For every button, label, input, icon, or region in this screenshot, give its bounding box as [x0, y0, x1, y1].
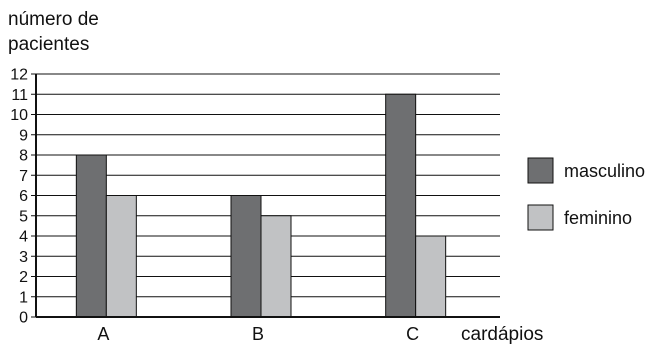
bar-masculino-C: [385, 93, 417, 318]
y-tick-label: 2: [19, 269, 28, 286]
bar-feminino-B: [260, 215, 292, 318]
y-tick-label: 3: [19, 249, 28, 266]
x-tick-label: A: [97, 324, 109, 344]
bar-feminino-A: [105, 195, 137, 318]
legend: masculino feminino: [527, 157, 645, 231]
y-tick-label: 10: [10, 107, 28, 124]
bar-masculino-A: [75, 154, 107, 318]
legend-swatch-masculino: [527, 157, 554, 184]
x-axis-title: cardápios: [461, 324, 543, 345]
y-tick-label: 8: [19, 148, 28, 165]
legend-label-masculino: masculino: [564, 161, 645, 181]
legend-swatch-feminino: [527, 204, 554, 231]
y-axis-title-line-1: número de: [8, 9, 99, 30]
y-tick-label: 12: [10, 67, 28, 84]
y-axis-title-line-2: pacientes: [8, 34, 89, 55]
y-tick-label: 7: [19, 168, 28, 185]
y-tick-label: 1: [19, 289, 28, 306]
y-tick-label: 9: [19, 127, 28, 144]
bar-masculino-B: [230, 195, 262, 318]
bars: [75, 93, 447, 318]
x-tick-labels: A B C: [97, 324, 419, 344]
y-tick-label: 11: [11, 87, 28, 104]
bar-feminino-C: [415, 235, 447, 318]
x-tick-label: C: [406, 324, 419, 344]
y-tick-label: 4: [19, 229, 28, 246]
y-tick-label: 6: [19, 188, 28, 205]
y-tick-label: 0: [19, 310, 28, 327]
y-tick-label: 5: [19, 208, 28, 225]
x-tick-label: B: [252, 324, 264, 344]
legend-label-feminino: feminino: [564, 208, 632, 228]
